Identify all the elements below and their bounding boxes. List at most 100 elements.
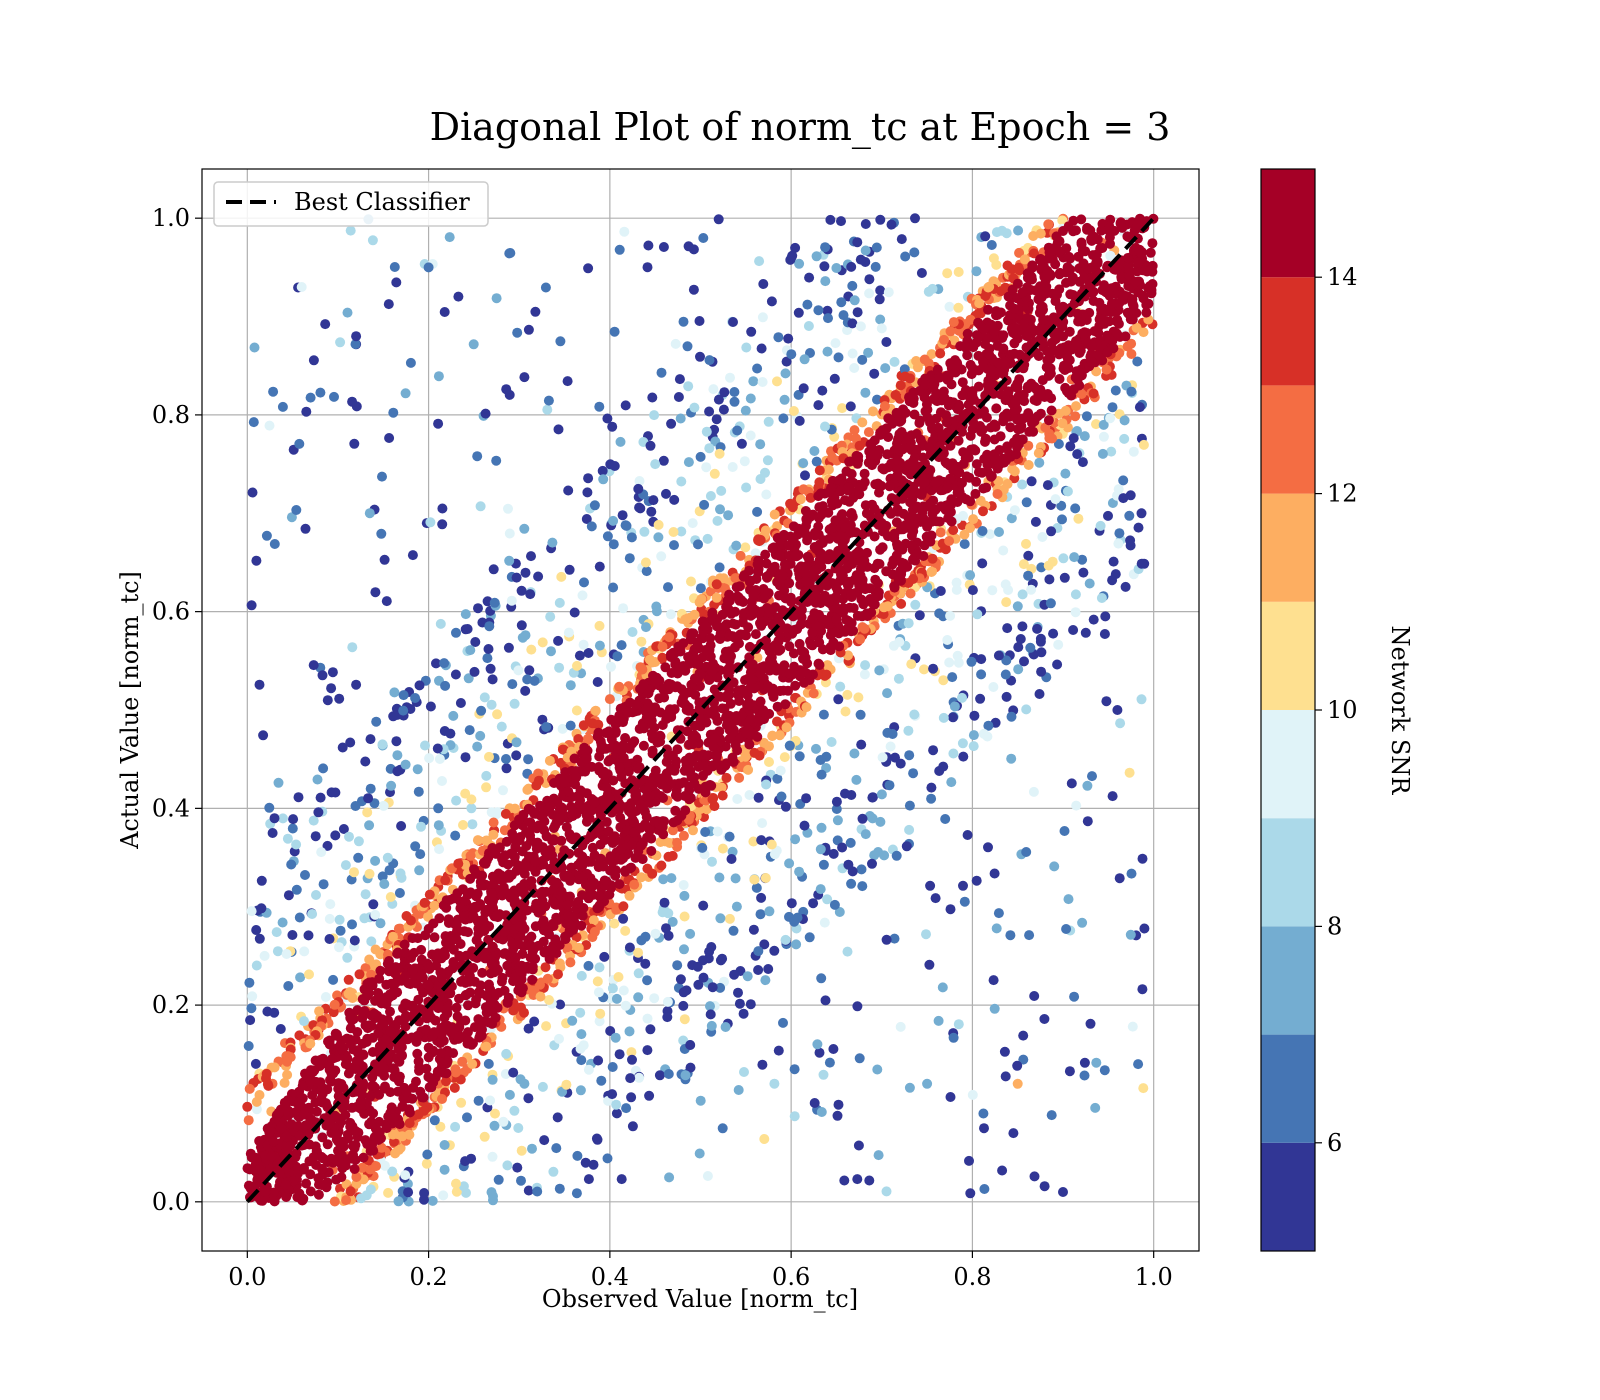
scatter-point	[767, 730, 778, 741]
scatter-point	[967, 585, 978, 596]
scatter-point	[594, 962, 605, 973]
scatter-point	[903, 725, 914, 736]
scatter-point	[1003, 585, 1014, 595]
scatter-point	[392, 766, 403, 777]
scatter-point	[546, 646, 556, 657]
scatter-point	[583, 1064, 594, 1075]
scatter-point	[620, 400, 631, 411]
scatter-point	[713, 394, 724, 405]
scatter-point	[730, 573, 741, 584]
scatter-point	[516, 1175, 526, 1186]
scatter-point	[331, 1174, 342, 1185]
scatter-point	[261, 530, 272, 541]
scatter-point	[1133, 1059, 1144, 1070]
scatter-point	[383, 1187, 394, 1198]
scatter-point	[909, 247, 920, 258]
scatter-point	[479, 1131, 490, 1142]
scatter-point	[918, 551, 929, 561]
scatter-point	[522, 784, 533, 795]
scatter-point	[345, 225, 356, 236]
scatter-point	[875, 816, 886, 827]
scatter-point	[968, 730, 979, 741]
scatter-point	[1101, 364, 1112, 375]
scatter-point	[642, 863, 653, 874]
scatter-point	[636, 872, 647, 883]
scatter-point	[304, 969, 314, 980]
scatter-point	[496, 721, 507, 732]
scatter-point	[910, 213, 920, 224]
scatter-point	[419, 1105, 430, 1116]
scatter-point	[509, 1105, 520, 1116]
scatter-point	[282, 833, 293, 844]
scatter-point	[491, 293, 502, 304]
scatter-point	[881, 1186, 892, 1197]
scatter-point	[814, 1047, 825, 1058]
scatter-point	[872, 1064, 883, 1075]
scatter-point	[618, 913, 629, 924]
scatter-point	[626, 1092, 637, 1103]
scatter-point	[627, 1054, 637, 1065]
scatter-point	[738, 1008, 749, 1019]
scatter-point	[979, 1123, 989, 1134]
scatter-point	[375, 949, 386, 960]
scatter-point	[849, 363, 860, 373]
scatter-point	[349, 1164, 360, 1174]
scatter-point	[553, 424, 564, 435]
scatter-point	[384, 433, 395, 443]
scatter-point	[566, 801, 577, 812]
scatter-point	[1006, 753, 1017, 764]
scatter-point	[269, 539, 280, 549]
scatter-point	[820, 995, 831, 1006]
scatter-point	[649, 993, 660, 1004]
scatter-point	[1012, 601, 1023, 612]
scatter-point	[952, 650, 963, 661]
scatter-point	[744, 790, 755, 800]
scatter-point	[1070, 503, 1081, 514]
scatter-point	[450, 1067, 461, 1078]
scatter-point	[396, 821, 407, 831]
scatter-point	[860, 660, 871, 671]
scatter-point	[450, 830, 461, 841]
scatter-point	[675, 974, 686, 985]
scatter-point	[277, 813, 288, 824]
scatter-point	[675, 413, 686, 424]
scatter-point	[279, 1077, 290, 1088]
scatter-point	[492, 709, 503, 720]
scatter-point	[1108, 556, 1119, 567]
scatter-point	[391, 277, 402, 288]
scatter-point	[798, 383, 809, 394]
scatter-point	[1032, 623, 1043, 634]
scatter-point	[1091, 366, 1102, 377]
scatter-point	[642, 1013, 653, 1024]
scatter-point	[697, 842, 708, 853]
scatter-point	[357, 1162, 368, 1173]
scatter-point	[537, 855, 548, 866]
scatter-point	[540, 282, 551, 293]
scatter-point	[524, 665, 535, 676]
scatter-point	[881, 934, 892, 945]
scatter-point	[794, 415, 805, 426]
scatter-point	[547, 537, 558, 548]
scatter-point	[1072, 449, 1083, 460]
scatter-point	[405, 357, 416, 368]
scatter-point	[753, 965, 764, 975]
scatter-point	[661, 488, 671, 499]
scatter-point	[1070, 589, 1081, 600]
scatter-point	[422, 1149, 433, 1160]
scatter-point	[330, 830, 341, 841]
scatter-point	[576, 970, 587, 981]
scatter-point	[457, 1056, 468, 1067]
scatter-point	[403, 1187, 414, 1198]
scatter-point	[614, 879, 625, 890]
scatter-point	[958, 447, 969, 458]
scatter-point	[637, 664, 648, 675]
scatter-point	[563, 627, 574, 638]
scatter-point	[659, 692, 670, 703]
scatter-point	[969, 710, 980, 721]
scatter-point	[358, 1152, 369, 1163]
scatter-point	[480, 907, 491, 918]
scatter-point	[822, 305, 833, 316]
scatter-point	[469, 666, 480, 677]
scatter-point	[701, 804, 712, 815]
scatter-point	[608, 539, 619, 550]
